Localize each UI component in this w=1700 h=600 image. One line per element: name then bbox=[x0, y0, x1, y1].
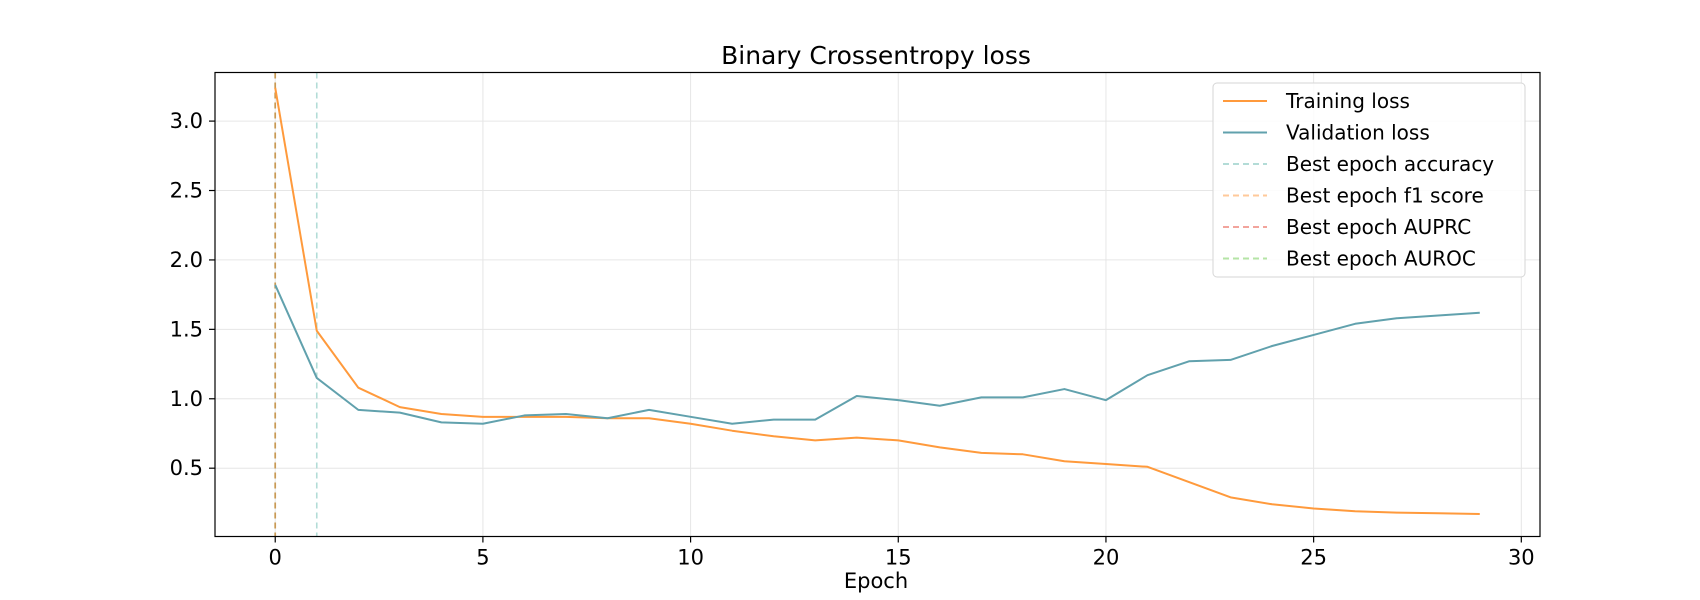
plot-frame bbox=[214, 71, 1541, 538]
series-lines bbox=[274, 87, 1480, 516]
x-tick-label: 25 bbox=[1300, 546, 1327, 570]
legend-label: Training loss bbox=[1285, 89, 1410, 113]
x-axis-ticks: 0 5 10 15 20 25 30 bbox=[269, 536, 1535, 570]
x-tick-label: 10 bbox=[677, 546, 704, 570]
x-tick-label: 0 bbox=[269, 546, 282, 570]
legend-box bbox=[1212, 82, 1526, 278]
y-tick-label: 3.0 bbox=[170, 109, 203, 133]
y-axis-ticks: 0.5 1.0 1.5 2.0 2.5 3.0 bbox=[170, 109, 215, 480]
x-tick-label: 5 bbox=[476, 546, 489, 570]
x-axis-label: Epoch bbox=[844, 569, 908, 593]
series-training-loss bbox=[274, 87, 1480, 516]
chart-title: Binary Crossentropy loss bbox=[721, 41, 1031, 70]
series-validation-loss bbox=[274, 284, 1480, 425]
y-tick-label: 2.0 bbox=[170, 248, 203, 272]
x-tick-label: 30 bbox=[1508, 546, 1535, 570]
x-tick-label: 20 bbox=[1093, 546, 1120, 570]
y-tick-label: 1.0 bbox=[170, 387, 203, 411]
x-tick-label: 15 bbox=[885, 546, 912, 570]
y-tick-label: 1.5 bbox=[170, 317, 203, 341]
y-tick-label: 0.5 bbox=[170, 456, 203, 480]
legend-label: Best epoch AUROC bbox=[1286, 247, 1476, 271]
legend-label: Best epoch AUPRC bbox=[1286, 215, 1471, 239]
y-tick-label: 2.5 bbox=[170, 179, 203, 203]
legend: Training loss Validation loss Best epoch a… bbox=[1212, 82, 1526, 278]
legend-label: Validation loss bbox=[1286, 121, 1430, 145]
legend-label: Best epoch accuracy bbox=[1286, 152, 1494, 176]
legend-label: Best epoch f1 score bbox=[1286, 184, 1484, 208]
best-epoch-lines bbox=[274, 72, 318, 537]
